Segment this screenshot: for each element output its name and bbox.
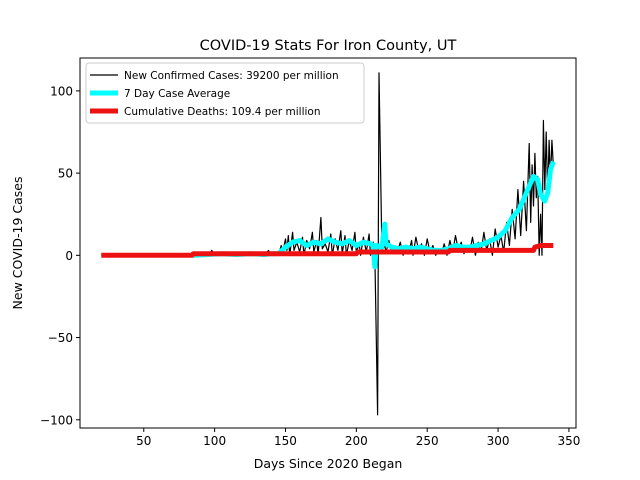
legend-label: 7 Day Case Average xyxy=(124,88,230,100)
x-tick-label: 100 xyxy=(203,434,226,448)
x-tick-label: 150 xyxy=(274,434,297,448)
y-tick-label: 50 xyxy=(58,167,73,181)
y-tick-label: 0 xyxy=(65,249,73,263)
x-tick-label: 200 xyxy=(345,434,368,448)
x-tick-label: 300 xyxy=(487,434,510,448)
y-tick-label: −100 xyxy=(40,413,73,427)
x-tick-label: 350 xyxy=(557,434,580,448)
legend-label: Cumulative Deaths: 109.4 per million xyxy=(124,106,321,118)
legend-box xyxy=(85,62,365,124)
y-tick-label: 100 xyxy=(50,84,73,98)
x-axis: 50 100 150 200 250 300 350 xyxy=(136,428,580,448)
series-line-1 xyxy=(193,160,556,270)
legend: New Confirmed Cases: 39200 per million 7 … xyxy=(85,62,365,124)
legend-label: New Confirmed Cases: 39200 per million xyxy=(124,70,339,82)
y-tick-label: −50 xyxy=(48,331,73,345)
x-tick-label: 50 xyxy=(136,434,151,448)
plot-frame xyxy=(79,57,577,429)
y-axis: −100 −50 0 50 100 xyxy=(40,84,80,427)
x-tick-label: 250 xyxy=(416,434,439,448)
chart-title: COVID-19 Stats For Iron County, UT xyxy=(200,38,457,54)
plot-area xyxy=(101,72,556,416)
series-line-2 xyxy=(101,243,554,258)
x-axis-label: Days Since 2020 Began xyxy=(254,456,403,471)
y-axis-label: New COVID-19 Cases xyxy=(10,177,25,310)
